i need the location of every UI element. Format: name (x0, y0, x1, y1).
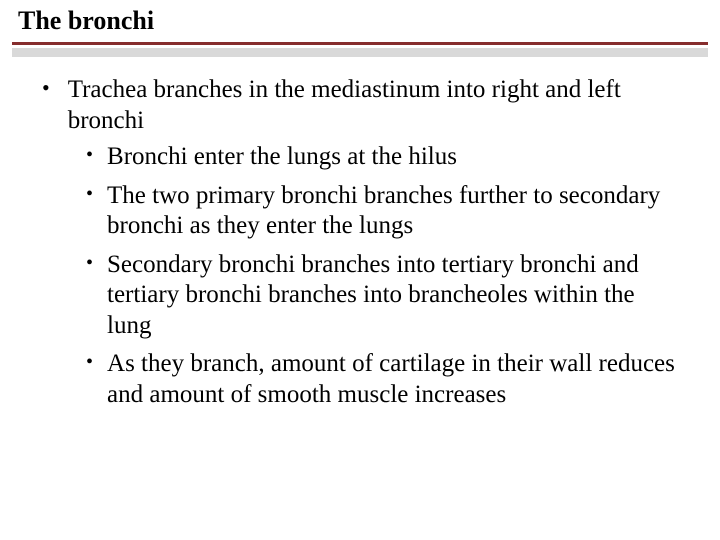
separator-bar (12, 48, 708, 57)
sub-bullet-list: • Bronchi enter the lungs at the hilus •… (36, 142, 684, 410)
bullet-mark-icon: • (86, 349, 93, 410)
bullet-text: The two primary bronchi branches further… (107, 181, 684, 242)
slide-title: The bronchi (18, 6, 702, 36)
bullet-text: Trachea branches in the mediastinum into… (68, 75, 684, 136)
title-underline (12, 42, 708, 45)
bullet-mark-icon: • (42, 75, 50, 136)
bullet-text: As they branch, amount of cartilage in t… (107, 349, 684, 410)
slide-content: • Trachea branches in the mediastinum in… (0, 57, 720, 410)
bullet-item-level2: • Secondary bronchi branches into tertia… (86, 250, 684, 342)
bullet-mark-icon: • (86, 181, 93, 242)
title-container: The bronchi (0, 0, 720, 40)
bullet-item-level2: • As they branch, amount of cartilage in… (86, 349, 684, 410)
bullet-mark-icon: • (86, 250, 93, 342)
bullet-text: Bronchi enter the lungs at the hilus (107, 142, 457, 173)
bullet-mark-icon: • (86, 142, 93, 173)
bullet-item-level2: • The two primary bronchi branches furth… (86, 181, 684, 242)
bullet-item-level2: • Bronchi enter the lungs at the hilus (86, 142, 684, 173)
bullet-item-level1: • Trachea branches in the mediastinum in… (36, 75, 684, 136)
bullet-text: Secondary bronchi branches into tertiary… (107, 250, 684, 342)
